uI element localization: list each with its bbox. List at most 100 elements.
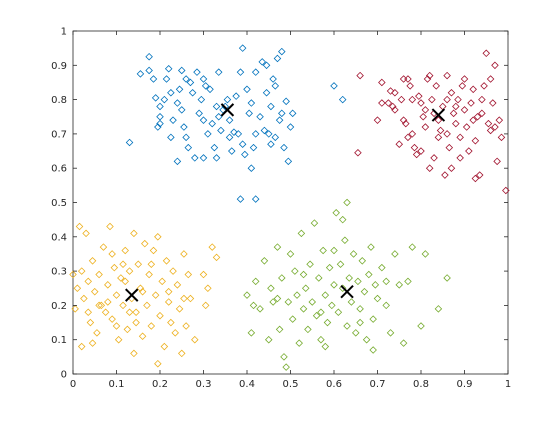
data-point-cluster-top-left bbox=[149, 75, 158, 83]
data-point-cluster-bottom-left bbox=[167, 318, 175, 327]
data-point-cluster-bottom-left bbox=[117, 274, 125, 282]
data-point-cluster-top-right bbox=[412, 150, 421, 159]
y-tick-label: 0.2 bbox=[51, 301, 67, 312]
data-point-cluster-bottom-left bbox=[132, 318, 140, 327]
data-point-cluster-top-left bbox=[186, 78, 195, 87]
data-point-cluster-top-left bbox=[245, 109, 253, 118]
data-point-cluster-top-right bbox=[493, 157, 501, 166]
data-point-cluster-bottom-left bbox=[204, 284, 212, 293]
centroids-layer bbox=[125, 103, 446, 302]
data-point-cluster-top-left bbox=[241, 150, 249, 159]
data-point-cluster-top-left bbox=[162, 75, 171, 83]
centroid-marker bbox=[125, 288, 139, 302]
y-tick-label: 0.3 bbox=[51, 267, 67, 278]
data-point-cluster-bottom-left bbox=[143, 301, 151, 310]
data-point-cluster-bottom-left bbox=[110, 263, 119, 272]
data-point-cluster-bottom-left bbox=[208, 243, 216, 251]
data-point-cluster-top-left bbox=[262, 61, 271, 70]
x-tick-label: 0.6 bbox=[326, 379, 342, 390]
x-tick-label: 0 bbox=[70, 379, 76, 390]
data-point-cluster-top-left bbox=[251, 68, 260, 76]
data-point-cluster-bottom-left bbox=[156, 311, 164, 320]
data-point-cluster-top-right bbox=[443, 95, 451, 104]
data-point-cluster-top-left bbox=[145, 52, 153, 61]
data-point-cluster-bottom-left bbox=[169, 267, 177, 275]
data-point-cluster-top-right bbox=[417, 99, 425, 107]
data-point-cluster-top-right bbox=[428, 95, 436, 104]
data-point-cluster-bottom-left bbox=[106, 222, 114, 231]
data-point-cluster-bottom-right bbox=[323, 318, 332, 327]
data-point-cluster-bottom-left bbox=[119, 260, 127, 269]
data-point-cluster-bottom-right bbox=[278, 274, 286, 282]
data-point-cluster-bottom-left bbox=[134, 260, 143, 269]
data-point-cluster-bottom-right bbox=[349, 250, 358, 258]
data-point-cluster-bottom-left bbox=[95, 270, 103, 279]
data-point-cluster-bottom-left bbox=[160, 342, 169, 351]
data-point-cluster-bottom-right bbox=[328, 301, 336, 310]
data-point-cluster-top-right bbox=[356, 71, 364, 80]
data-point-cluster-bottom-left bbox=[125, 267, 134, 275]
y-tick-label: 0 bbox=[61, 370, 67, 381]
data-point-cluster-top-right bbox=[425, 71, 434, 80]
data-point-cluster-bottom-left bbox=[164, 287, 173, 296]
plot-frame bbox=[72, 30, 509, 375]
data-point-cluster-bottom-left bbox=[138, 332, 147, 341]
data-point-cluster-bottom-left bbox=[84, 277, 92, 286]
data-point-cluster-bottom-left bbox=[182, 322, 190, 330]
y-tick-label: 0.4 bbox=[51, 232, 67, 243]
data-point-cluster-bottom-right bbox=[308, 298, 317, 306]
data-point-cluster-bottom-right bbox=[367, 243, 375, 251]
data-point-cluster-top-right bbox=[391, 106, 399, 114]
data-point-cluster-bottom-right bbox=[321, 342, 330, 351]
data-point-cluster-top-right bbox=[495, 116, 504, 124]
y-tick-label: 0.7 bbox=[51, 129, 67, 140]
data-point-cluster-bottom-right bbox=[338, 215, 347, 224]
data-point-cluster-bottom-left bbox=[93, 329, 101, 337]
data-point-cluster-top-right bbox=[402, 119, 410, 128]
data-point-cluster-bottom-left bbox=[71, 305, 79, 313]
data-point-cluster-bottom-right bbox=[295, 339, 303, 347]
data-point-cluster-bottom-left bbox=[101, 308, 110, 317]
data-point-cluster-bottom-right bbox=[317, 308, 325, 317]
data-point-cluster-bottom-right bbox=[378, 263, 386, 272]
data-point-cluster-top-right bbox=[475, 171, 484, 179]
data-point-cluster-top-right bbox=[497, 133, 506, 142]
data-point-cluster-bottom-left bbox=[112, 291, 121, 299]
data-point-cluster-top-left bbox=[260, 126, 269, 135]
data-point-cluster-top-left bbox=[182, 75, 190, 83]
data-point-cluster-bottom-left bbox=[147, 322, 156, 330]
data-point-cluster-top-left bbox=[269, 75, 277, 83]
data-point-cluster-top-right bbox=[486, 75, 495, 83]
x-tick-label: 0.7 bbox=[370, 379, 386, 390]
data-point-cluster-top-left bbox=[175, 85, 184, 94]
data-point-cluster-top-left bbox=[214, 112, 223, 121]
data-point-cluster-top-left bbox=[282, 97, 290, 106]
data-point-cluster-bottom-left bbox=[158, 277, 166, 286]
centroid-marker bbox=[340, 284, 354, 299]
data-point-cluster-top-left bbox=[182, 133, 190, 142]
data-point-cluster-bottom-right bbox=[358, 257, 367, 265]
data-point-cluster-top-right bbox=[467, 99, 475, 107]
data-point-cluster-bottom-right bbox=[269, 298, 277, 306]
data-point-cluster-bottom-left bbox=[199, 270, 208, 279]
data-point-cluster-top-right bbox=[482, 49, 491, 58]
data-point-cluster-bottom-right bbox=[373, 294, 382, 303]
data-point-cluster-bottom-left bbox=[212, 253, 221, 262]
data-point-cluster-bottom-right bbox=[404, 277, 412, 286]
data-point-cluster-bottom-left bbox=[145, 270, 153, 279]
data-point-cluster-top-left bbox=[228, 147, 236, 155]
data-point-cluster-bottom-right bbox=[345, 274, 353, 282]
data-point-cluster-bottom-left bbox=[141, 239, 149, 248]
data-point-cluster-top-left bbox=[234, 130, 243, 138]
data-point-cluster-bottom-left bbox=[125, 308, 134, 317]
data-point-cluster-bottom-left bbox=[108, 250, 116, 258]
data-point-cluster-bottom-left bbox=[99, 243, 108, 251]
data-point-cluster-bottom-right bbox=[341, 236, 349, 244]
data-point-cluster-bottom-right bbox=[291, 267, 299, 275]
data-point-cluster-bottom-right bbox=[330, 281, 338, 289]
y-tick-label: 0.9 bbox=[51, 61, 67, 72]
data-point-cluster-top-right bbox=[443, 130, 451, 138]
data-point-cluster-top-left bbox=[188, 88, 197, 97]
y-tick-label: 1 bbox=[61, 27, 67, 38]
